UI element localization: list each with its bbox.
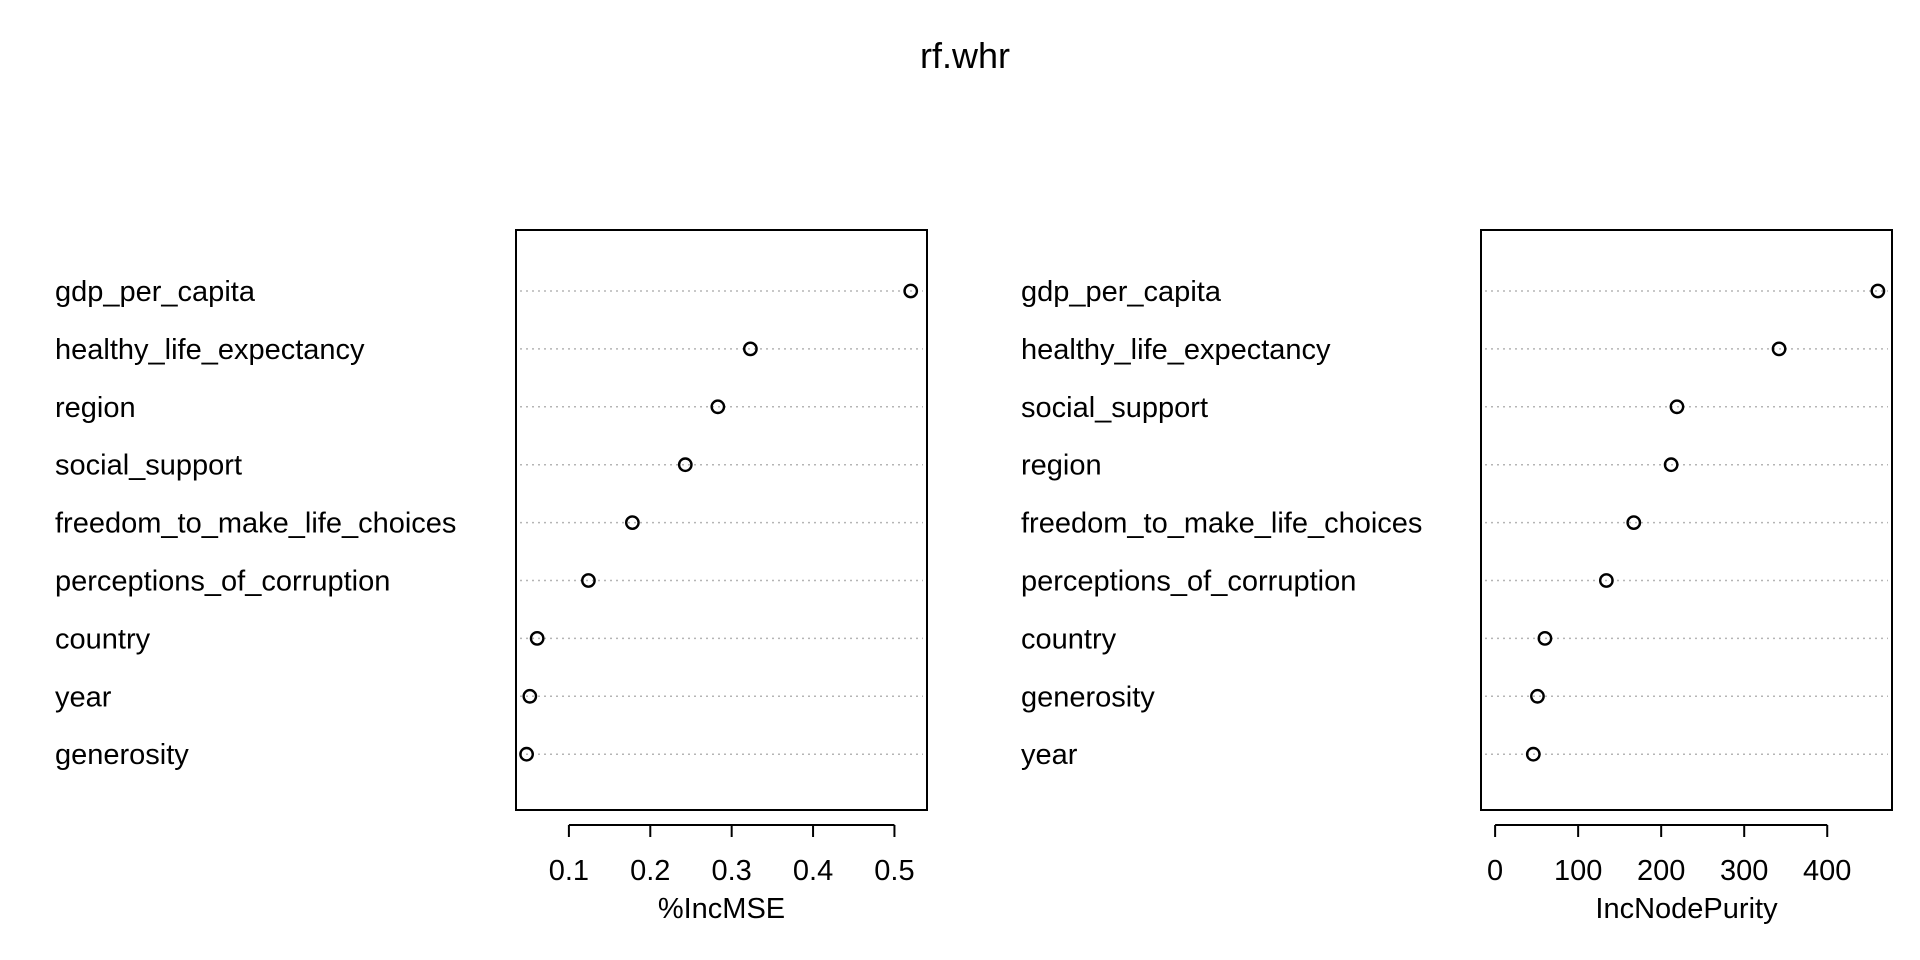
- variable-label-freedom-to-make-life-choices: freedom_to_make_life_choices: [1021, 508, 1422, 540]
- variable-label-year: year: [1021, 739, 1078, 771]
- variable-label-healthy-life-expectancy: healthy_life_expectancy: [1021, 334, 1331, 366]
- variable-label-perceptions-of-corruption: perceptions_of_corruption: [1021, 566, 1356, 598]
- data-point-social-support: [1669, 399, 1685, 415]
- data-point-generosity: [1530, 688, 1545, 704]
- data-point-social-support: [677, 457, 693, 473]
- plot-frame: [515, 229, 928, 811]
- variable-label-gdp-per-capita: gdp_per_capita: [55, 276, 256, 308]
- data-point-country: [1537, 631, 1553, 646]
- x-tick-label: 100: [1554, 855, 1602, 887]
- data-point-gdp-per-capita: [1870, 283, 1886, 299]
- data-point-year: [522, 688, 538, 704]
- x-tick-label: 0.5: [874, 855, 914, 887]
- x-tick-label: 0.4: [793, 855, 833, 887]
- data-point-healthy-life-expectancy: [742, 341, 758, 357]
- variable-label-country: country: [55, 623, 151, 655]
- data-point-freedom-to-make-life-choices: [624, 515, 640, 530]
- panel-incmse: gdp_per_capita healthy_life_expectancyreg…: [55, 229, 928, 925]
- x-axis-label: %IncMSE: [658, 893, 785, 925]
- data-point-perceptions-of-corruption: [1598, 573, 1614, 588]
- data-point-generosity: [519, 746, 534, 762]
- variable-label-generosity: generosity: [55, 739, 189, 771]
- data-point-country: [529, 631, 545, 646]
- variable-label-healthy-life-expectancy: healthy_life_expectancy: [55, 334, 365, 366]
- x-tick-label: 0.2: [630, 855, 670, 887]
- x-tick-label: 200: [1637, 855, 1685, 887]
- data-point-perceptions-of-corruption: [581, 573, 596, 588]
- data-point-year: [1525, 746, 1541, 762]
- x-tick-label: 0: [1487, 855, 1503, 887]
- data-point-healthy-life-expectancy: [1771, 341, 1787, 357]
- variable-label-gdp-per-capita: gdp_per_capita: [1021, 276, 1222, 308]
- variable-label-generosity: generosity: [1021, 681, 1155, 713]
- x-tick-label: 400: [1803, 855, 1851, 887]
- variable-label-country: country: [1021, 623, 1117, 655]
- x-tick-label: 0.3: [712, 855, 752, 887]
- variable-label-social-support: social_support: [1021, 392, 1208, 424]
- variable-label-region: region: [1021, 450, 1102, 482]
- x-axis-label: IncNodePurity: [1595, 893, 1778, 925]
- panel-incnodepurity: gdp_per_capita healthy_life_expectancysoc…: [1021, 229, 1893, 925]
- data-point-region: [1663, 457, 1679, 473]
- chart-title: rf.whr: [920, 35, 1010, 76]
- variable-label-social-support: social_support: [55, 450, 242, 482]
- variable-label-year: year: [55, 681, 112, 713]
- plot-frame: [1480, 229, 1893, 811]
- x-tick-label: 300: [1720, 855, 1768, 887]
- data-point-freedom-to-make-life-choices: [1626, 515, 1642, 530]
- variable-label-region: region: [55, 392, 136, 424]
- x-tick-label: 0.1: [549, 855, 589, 887]
- variable-label-perceptions-of-corruption: perceptions_of_corruption: [55, 566, 390, 598]
- data-point-gdp-per-capita: [903, 283, 919, 299]
- data-point-region: [710, 399, 726, 415]
- variable-label-freedom-to-make-life-choices: freedom_to_make_life_choices: [55, 508, 456, 540]
